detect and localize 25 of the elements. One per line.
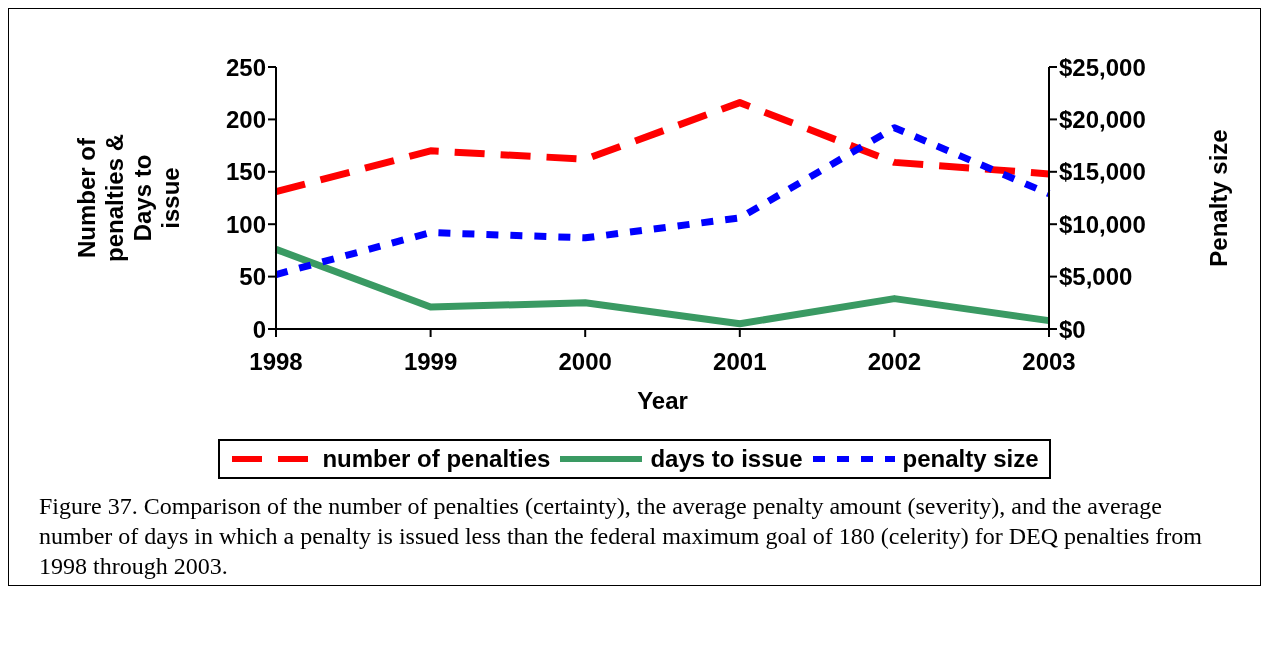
caption: Figure 37. Comparison of the number of penalties (certainty), the average penalty amount (severity), and the average number of days in which a penalty is issued less than the federal maximum goal of 180 (celerity) for DEQ penalties from 1998 through 2003. xyxy=(39,492,1203,581)
y-tick-label: 50 xyxy=(239,263,266,291)
y-tick-label: 0 xyxy=(252,315,266,343)
y2-tick-label: $25,000 xyxy=(1059,53,1146,81)
y-tick-label: 150 xyxy=(225,158,266,186)
legend-label: penalty size xyxy=(902,445,1039,473)
x-tick-label: 2003 xyxy=(1022,348,1076,376)
x-tick-label: 2001 xyxy=(713,348,767,376)
y2-tick-label: $15,000 xyxy=(1059,158,1146,186)
y-tick-label: 250 xyxy=(225,53,266,81)
x-tick-label: 1999 xyxy=(403,348,458,376)
legend-label: days to issue xyxy=(650,445,803,473)
x-tick-label: 1998 xyxy=(249,348,303,376)
y-axis-title: Number of penalties & Days to issue xyxy=(73,133,184,263)
y2-tick-label: $5,000 xyxy=(1059,263,1133,291)
y2-tick-label: $10,000 xyxy=(1059,210,1146,238)
y-tick-label: 200 xyxy=(225,105,266,133)
x-tick-label: 2002 xyxy=(867,348,922,376)
y2-axis-title: Penalty size xyxy=(1205,129,1232,267)
legend-label: number of penalties xyxy=(322,445,551,473)
y-tick-label: 100 xyxy=(225,210,266,238)
x-tick-label: 2000 xyxy=(558,348,612,376)
x-axis-title: Year xyxy=(637,387,688,414)
y2-tick-label: $0 xyxy=(1059,315,1086,343)
y2-tick-label: $20,000 xyxy=(1059,105,1146,133)
